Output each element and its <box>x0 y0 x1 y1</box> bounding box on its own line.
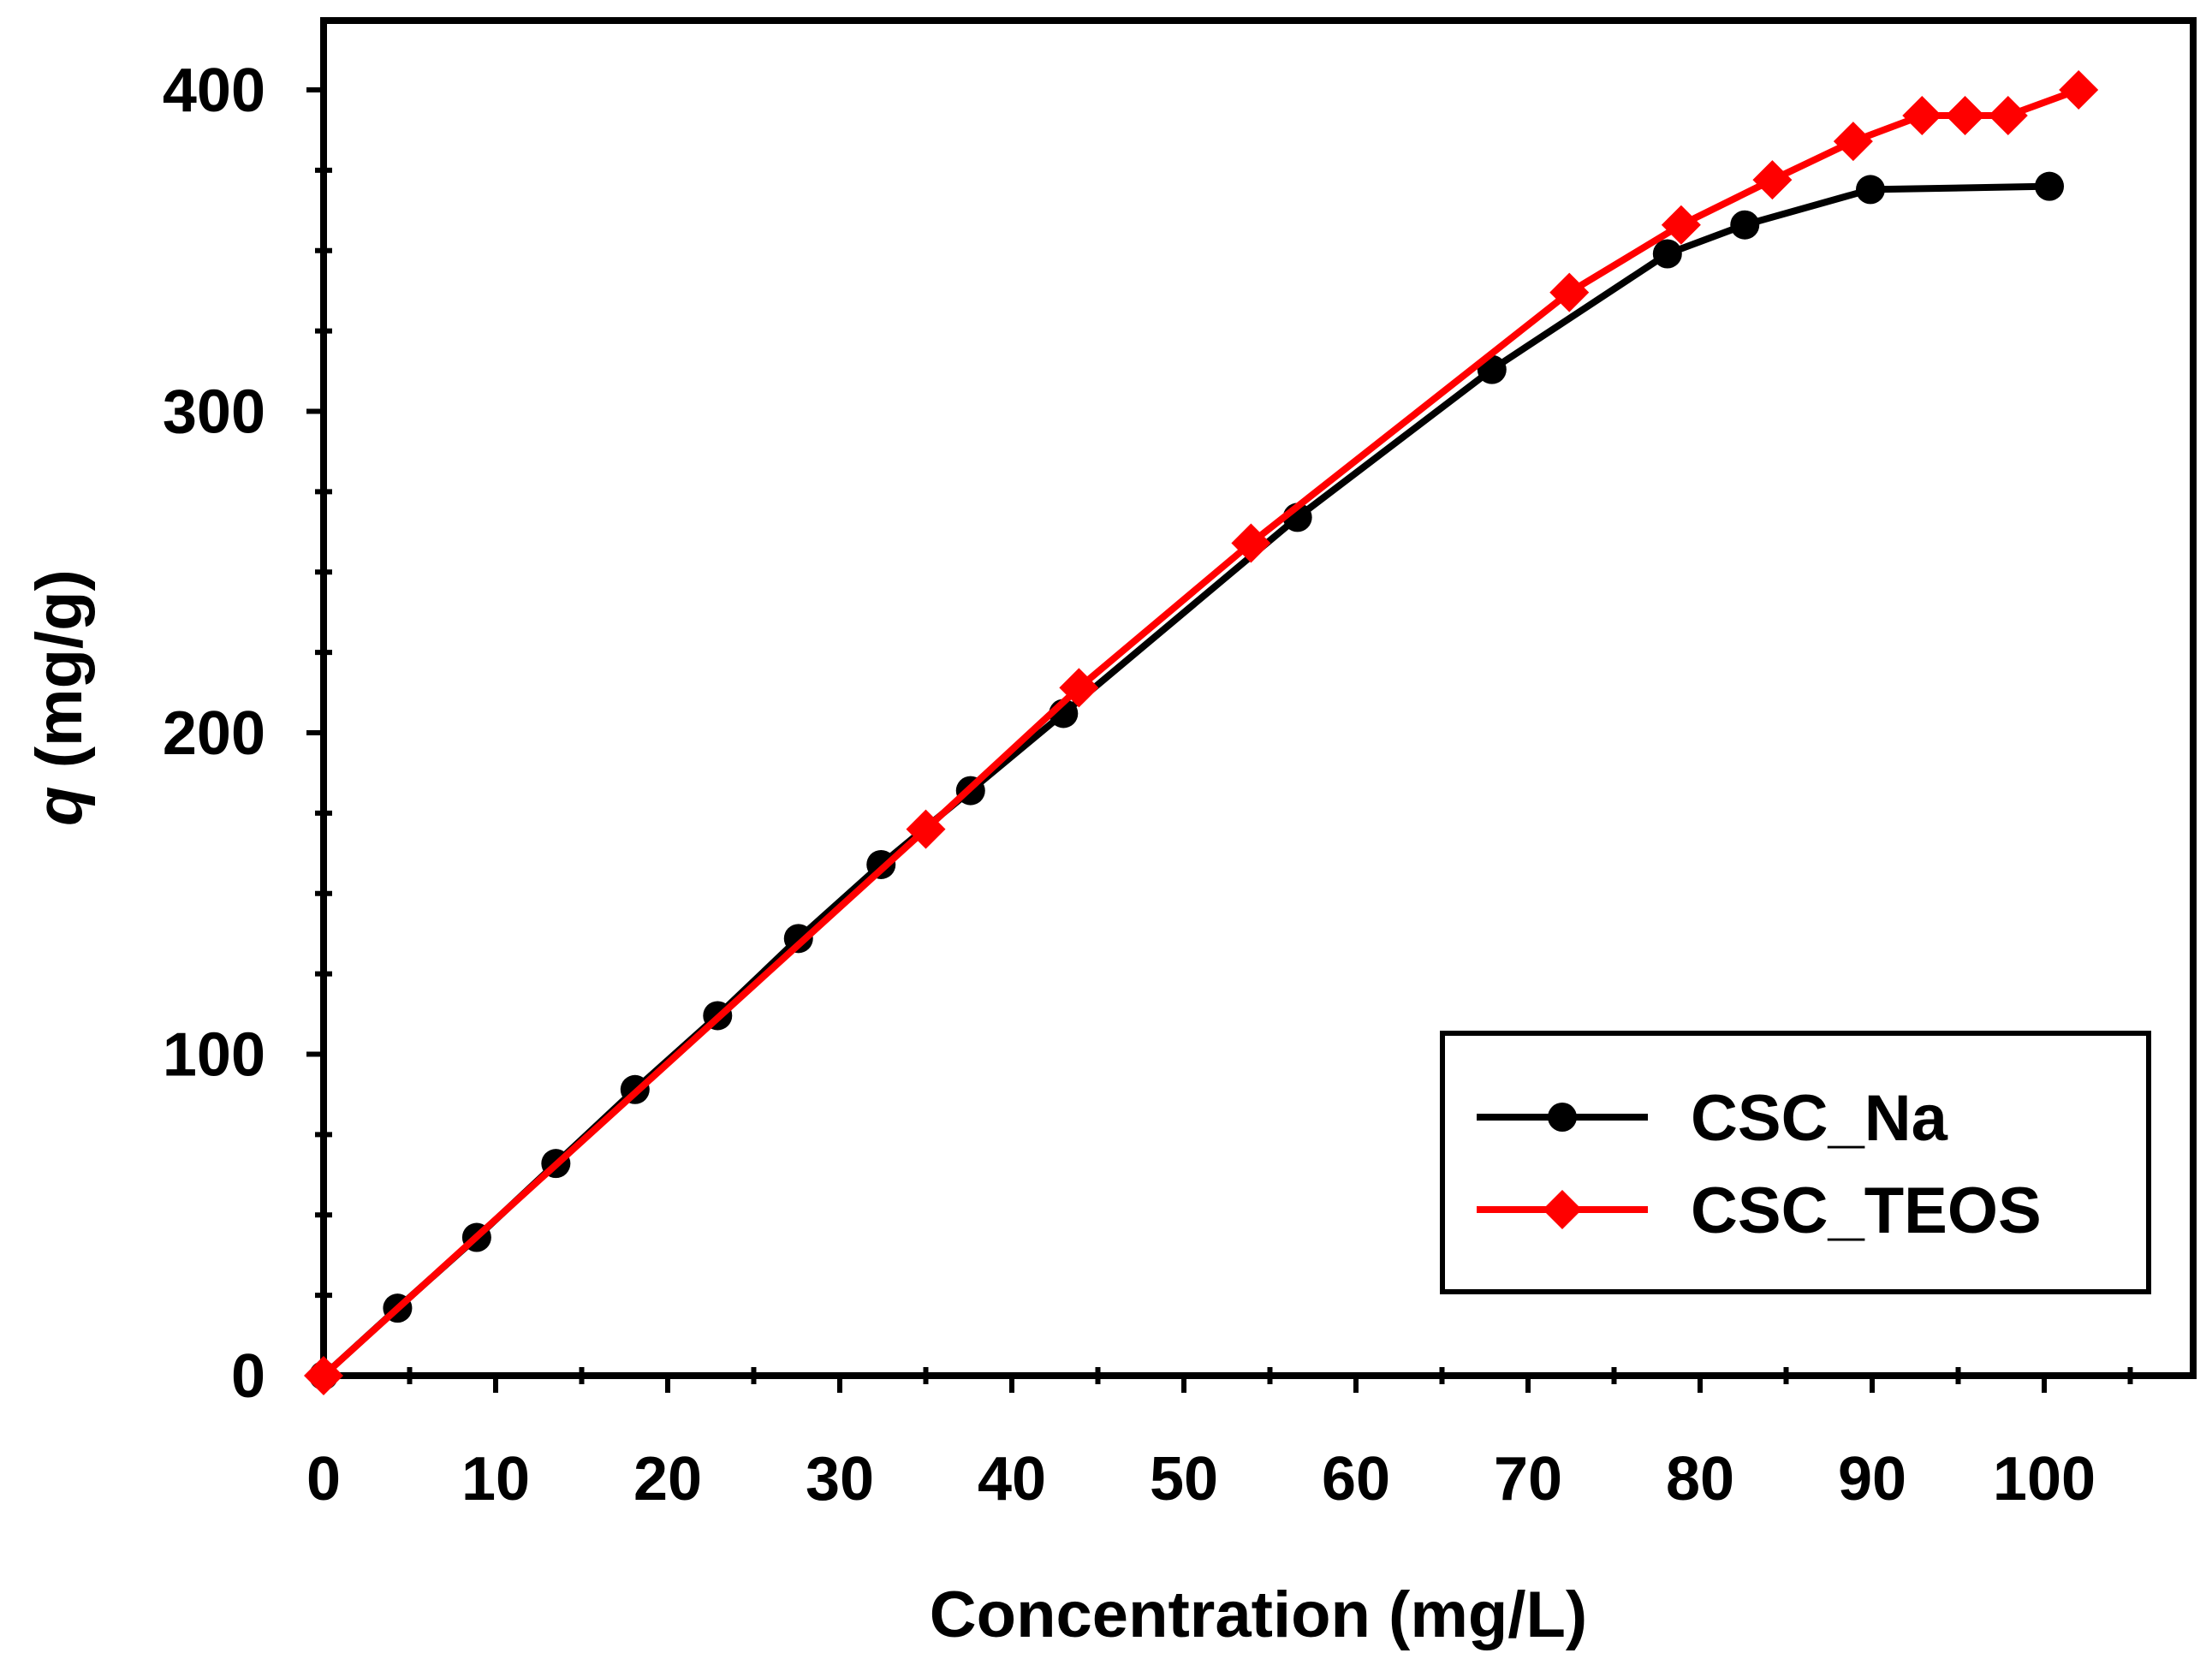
x-tick-label: 80 <box>1666 1445 1734 1513</box>
x-tick-label: 50 <box>1150 1445 1218 1513</box>
y-tick-label: 0 <box>231 1342 265 1411</box>
data-point <box>1833 122 1873 162</box>
data-point <box>1902 96 1942 136</box>
x-tick-label: 70 <box>1494 1445 1562 1513</box>
data-point <box>1855 175 1885 205</box>
x-tick-label: 40 <box>978 1445 1046 1513</box>
x-tick-label: 0 <box>306 1445 341 1513</box>
data-point <box>783 924 813 954</box>
x-tick-label: 10 <box>461 1445 530 1513</box>
x-tick-label: 60 <box>1322 1445 1390 1513</box>
y-tick-label: 100 <box>163 1021 265 1090</box>
series-csc-teos <box>304 70 2099 1395</box>
x-tick-label: 30 <box>806 1445 874 1513</box>
y-tick-label: 300 <box>163 378 265 447</box>
data-point <box>1549 272 1590 312</box>
data-point <box>304 1356 343 1395</box>
y-axis-symbol: q <box>23 786 96 825</box>
data-point <box>1661 205 1701 245</box>
legend-marker-csc-teos <box>1543 1190 1582 1229</box>
x-axis-title: Concentration (mg/L) <box>930 1579 1587 1651</box>
data-point <box>1730 210 1760 240</box>
legend-marker-csc-na <box>1548 1103 1577 1132</box>
data-point <box>2035 171 2065 201</box>
data-point <box>1652 239 1682 269</box>
legend-box <box>1440 1031 2151 1294</box>
legend: CSC_Na CSC_TEOS <box>1440 1031 2151 1294</box>
data-point <box>1988 96 2028 136</box>
data-point <box>1945 96 1985 136</box>
y-tick-label: 200 <box>163 699 265 768</box>
y-axis-unit: (mg/g) <box>23 569 96 786</box>
series-layer <box>304 70 2099 1395</box>
x-tick-label: 20 <box>633 1445 702 1513</box>
data-point <box>1231 523 1271 563</box>
legend-label-csc-teos: CSC_TEOS <box>1691 1174 2042 1247</box>
y-axis-title: q (mg/g) <box>23 569 96 826</box>
x-ticks: 0 10 20 30 40 50 60 70 80 90 100 <box>306 1367 2133 1513</box>
y-ticks: 0 100 200 300 400 <box>163 56 332 1411</box>
y-tick-label: 400 <box>163 56 265 125</box>
legend-label-csc-na: CSC_Na <box>1691 1082 1948 1155</box>
x-tick-label: 90 <box>1838 1445 1906 1513</box>
x-tick-label: 100 <box>1993 1445 2096 1513</box>
data-point <box>1059 668 1099 708</box>
data-point <box>906 809 946 849</box>
data-point <box>2059 70 2099 110</box>
data-point <box>1752 160 1793 200</box>
